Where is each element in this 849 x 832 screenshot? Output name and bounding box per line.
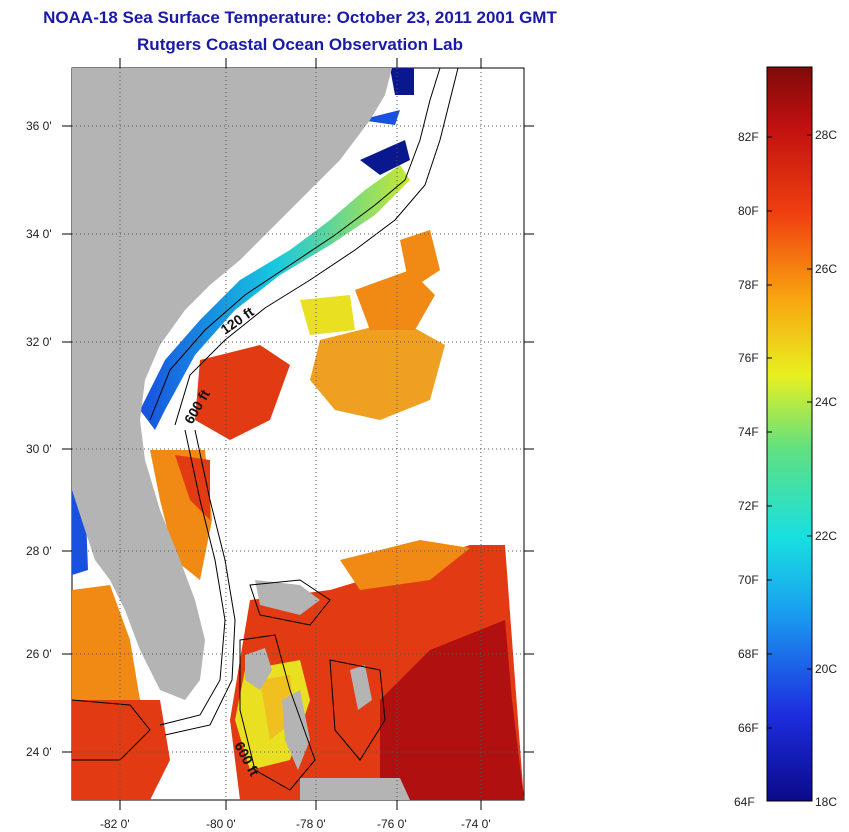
- map-gridlines: [72, 68, 524, 800]
- bathymetry-contours: [72, 68, 459, 791]
- colorbar-f-74: 74F: [738, 425, 759, 439]
- lon-label-78: -78 0': [296, 817, 326, 831]
- colorbar-c-18: 18C: [815, 795, 837, 809]
- lat-label-28: 28 0': [26, 544, 52, 558]
- lat-label-26: 26 0': [26, 647, 52, 661]
- map-subtitle: Rutgers Coastal Ocean Observation Lab: [137, 35, 463, 54]
- map-axis-ticks: [62, 58, 534, 810]
- colorbar-f-64: 64F: [734, 795, 755, 809]
- colorbar-f-82: 82F: [738, 130, 759, 144]
- colorbar-f-76: 76F: [738, 351, 759, 365]
- lon-label-80: -80 0': [206, 817, 236, 831]
- lat-label-32: 32 0': [26, 335, 52, 349]
- colorbar-c-20: 20C: [815, 662, 837, 676]
- colorbar-c-26: 26C: [815, 262, 837, 276]
- colorbar-f-68: 68F: [738, 647, 759, 661]
- lat-label-30: 30 0': [26, 442, 52, 456]
- lat-label-36: 36 0': [26, 119, 52, 133]
- lat-label-34: 34 0': [26, 227, 52, 241]
- colorbar-f-72: 72F: [738, 499, 759, 513]
- colorbar-c-24: 24C: [815, 395, 837, 409]
- lat-label-24: 24 0': [26, 745, 52, 759]
- colorbar-f-78: 78F: [738, 278, 759, 292]
- lon-label-74: -74 0': [461, 817, 491, 831]
- colorbar-f-80: 80F: [738, 204, 759, 218]
- colorbar-c-28: 28C: [815, 128, 837, 142]
- colorbar-c-22: 22C: [815, 529, 837, 543]
- temperature-colorbar: [766, 66, 813, 802]
- colorbar-f-66: 66F: [738, 721, 759, 735]
- lon-label-82: -82 0': [100, 817, 130, 831]
- lon-label-76: -76 0': [377, 817, 407, 831]
- map-title: NOAA-18 Sea Surface Temperature: October…: [43, 8, 557, 27]
- land-mass: [72, 68, 410, 800]
- colorbar-f-70: 70F: [738, 573, 759, 587]
